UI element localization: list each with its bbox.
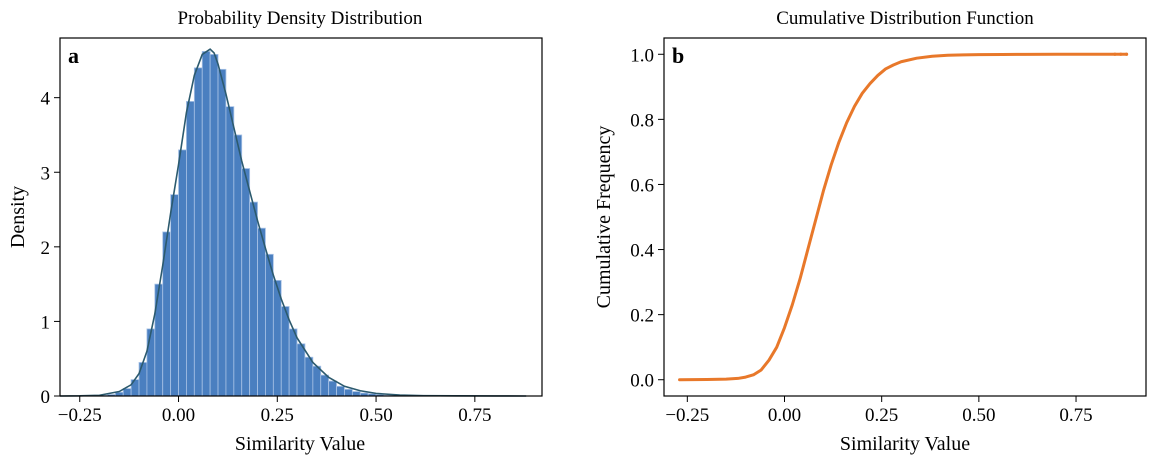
cdf-tail-point xyxy=(1119,53,1122,56)
panel-b-x-tick-label: 0.25 xyxy=(865,405,898,426)
panel-b-x-tick-label: 0.00 xyxy=(768,405,801,426)
histogram-bar xyxy=(234,135,242,396)
panel-b-y-ticks: 0.0 0.2 0.4 0.6 0.8 1.0 xyxy=(630,45,664,391)
histogram-bar xyxy=(329,381,337,396)
histogram-bar xyxy=(194,68,202,396)
panel-b-y-tick-label: 1.0 xyxy=(630,45,654,66)
panel-a-y-tick-label: 4 xyxy=(41,89,51,110)
panel-b-y-tick-label: 0.8 xyxy=(630,110,654,131)
panel-b-y-axis-label: Cumulative Frequency xyxy=(593,126,615,309)
panel-a-x-axis-label: Similarity Value xyxy=(235,433,365,455)
histogram-bar xyxy=(155,284,163,396)
histogram-bar xyxy=(226,107,234,396)
panel-a-x-tick-label: 0.25 xyxy=(261,405,294,426)
cdf-tail-point xyxy=(1125,53,1128,56)
histogram-bar xyxy=(281,307,289,397)
panel-b-y-tick-label: 0.6 xyxy=(630,175,654,196)
histogram-bar xyxy=(289,329,297,396)
histogram-bar xyxy=(179,150,187,396)
cdf-tail-point xyxy=(1113,53,1116,56)
panel-a-y-tick-label: 0 xyxy=(41,387,51,408)
histogram-bar xyxy=(337,386,345,396)
panel-a-title: Probability Density Distribution xyxy=(178,8,423,29)
panel-a-x-ticks: −0.25 0.00 0.25 0.50 0.75 xyxy=(58,396,492,426)
panel-b-x-tick-label: 0.75 xyxy=(1059,405,1092,426)
panel-a-y-tick-label: 1 xyxy=(41,312,51,333)
histogram-bar xyxy=(123,389,131,396)
histogram-bar xyxy=(147,329,155,396)
histogram-bar xyxy=(186,101,194,396)
panel-b-y-tick-label: 0.4 xyxy=(630,241,654,262)
panel-b-y-tick-label: 0.0 xyxy=(630,371,654,392)
histogram-bar xyxy=(321,375,329,396)
histogram-bar xyxy=(171,195,179,396)
panel-a-x-tick-label: 0.50 xyxy=(359,405,392,426)
panel-a-y-tick-label: 2 xyxy=(41,238,51,259)
panel-a-y-axis-label: Density xyxy=(7,186,29,248)
histogram-bar xyxy=(139,362,147,396)
panel-b-x-tick-label: 0.50 xyxy=(962,405,995,426)
panel-a-x-tick-label: 0.00 xyxy=(162,405,195,426)
panel-b-tail-dots xyxy=(1113,53,1128,56)
panel-b-frame xyxy=(664,38,1146,396)
histogram-bar xyxy=(250,202,258,396)
panel-b-x-ticks: −0.25 0.00 0.25 0.50 0.75 xyxy=(665,396,1092,426)
panel-a-y-tick-label: 3 xyxy=(41,163,51,184)
histogram-bar xyxy=(218,69,226,396)
histogram-bar xyxy=(265,254,273,396)
panel-b-title: Cumulative Distribution Function xyxy=(776,8,1034,29)
panel-a-frame xyxy=(60,38,542,396)
panel-b-x-axis-label: Similarity Value xyxy=(840,433,970,455)
panel-a: Probability Density Distribution −0.25 0.… xyxy=(7,8,542,455)
histogram-bar xyxy=(313,366,321,396)
panel-a-letter: a xyxy=(68,43,79,68)
panel-b-y-tick-label: 0.2 xyxy=(630,306,654,327)
panel-a-x-tick-label: 0.75 xyxy=(458,405,491,426)
panel-a-x-tick-label: −0.25 xyxy=(58,405,102,426)
histogram-bar xyxy=(202,51,210,396)
panel-a-y-ticks: 0 1 2 3 4 xyxy=(41,89,61,408)
histogram-bar xyxy=(297,344,305,396)
histogram-bar xyxy=(305,357,313,396)
histogram-bar xyxy=(210,54,218,396)
panel-b-x-tick-label: −0.25 xyxy=(665,405,709,426)
histogram-bar xyxy=(258,228,266,396)
panel-b-letter: b xyxy=(672,43,684,68)
histogram-bar xyxy=(344,389,352,396)
histogram-bar xyxy=(242,169,250,396)
histogram-bar xyxy=(352,392,360,396)
panel-b-cdf-line xyxy=(680,54,1127,379)
